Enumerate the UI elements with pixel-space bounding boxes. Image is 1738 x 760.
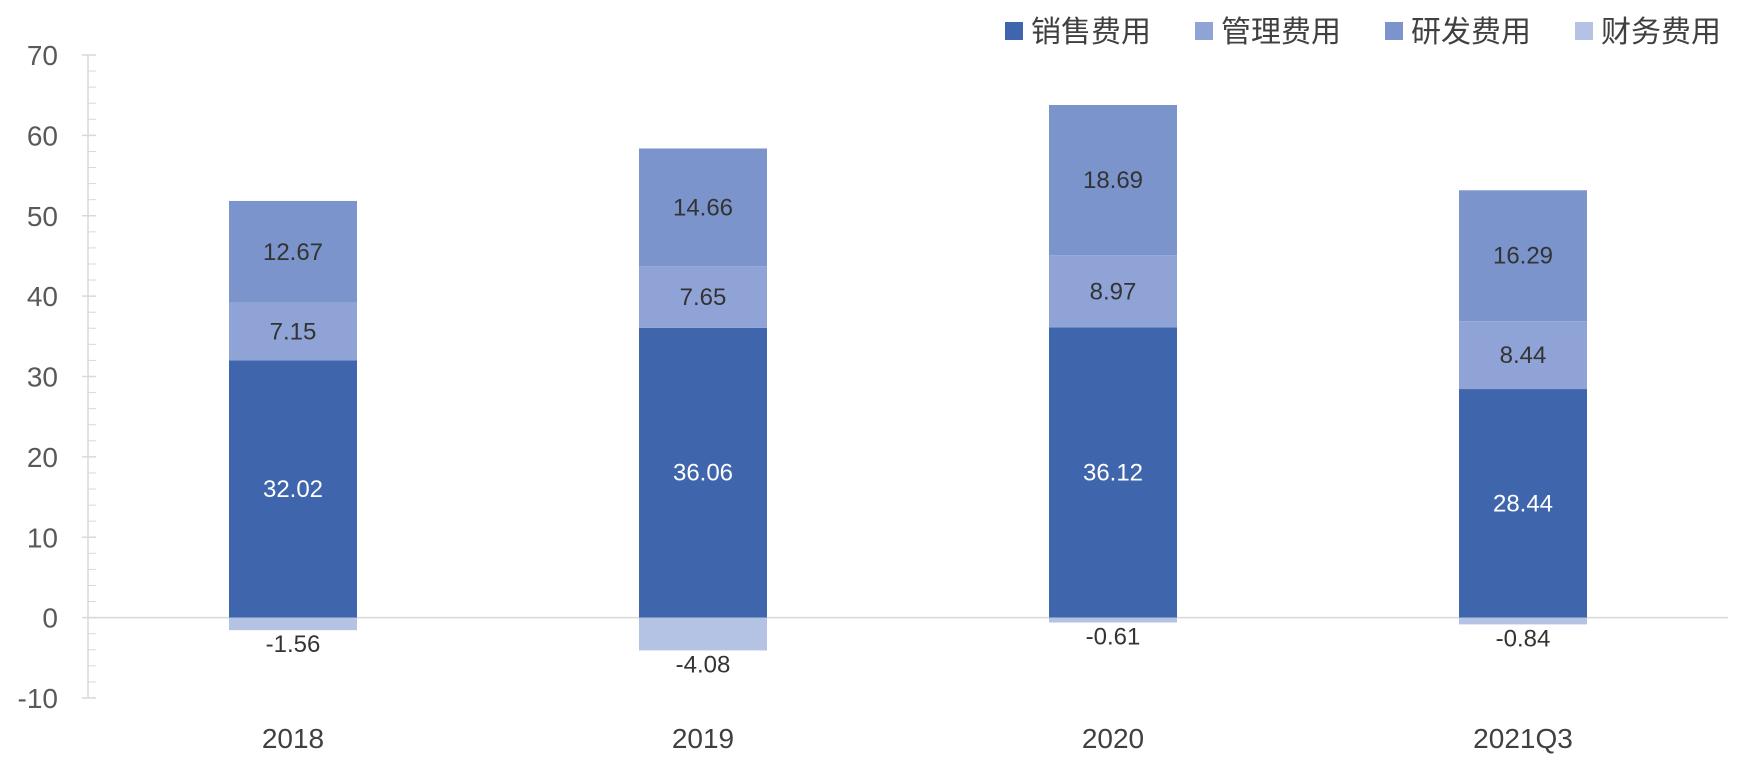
- y-tick-label: 60: [27, 120, 58, 151]
- legend-swatch: [1385, 22, 1403, 40]
- bar-2020-管理费用: [1049, 255, 1177, 328]
- y-tick-label: 20: [27, 442, 58, 473]
- data-label: 7.15: [270, 319, 317, 346]
- legend-item-label: 财务费用: [1601, 15, 1721, 50]
- bar-2019-研发费用: [639, 148, 767, 267]
- data-label: 36.12: [1083, 459, 1143, 486]
- x-category-label: 2019: [672, 723, 734, 754]
- data-label: 14.66: [673, 194, 733, 221]
- bar-2021Q3-研发费用: [1459, 190, 1587, 322]
- y-tick-label: 70: [27, 40, 58, 71]
- bar-2020-研发费用: [1049, 104, 1177, 256]
- data-label: -0.61: [1086, 624, 1141, 651]
- legend-swatch: [1575, 22, 1593, 40]
- x-category-label: 2018: [262, 723, 324, 754]
- bar-2020-财务费用: [1049, 617, 1177, 623]
- y-tick-label: 0: [42, 603, 58, 634]
- bar-2021Q3-财务费用: [1459, 617, 1587, 625]
- y-tick-label: 40: [27, 281, 58, 312]
- bar-2018-销售费用: [229, 360, 357, 618]
- data-label: 32.02: [263, 476, 323, 503]
- x-category-label: 2021Q3: [1473, 723, 1573, 754]
- data-label: 36.06: [673, 460, 733, 487]
- data-label: 12.67: [263, 239, 323, 266]
- legend-swatch: [1195, 22, 1213, 40]
- y-tick-label: 50: [27, 201, 58, 232]
- x-category-label: 2020: [1082, 723, 1144, 754]
- bar-2019-管理费用: [639, 266, 767, 328]
- y-tick-label: 10: [27, 522, 58, 553]
- data-label: 8.44: [1500, 342, 1547, 369]
- data-label: 18.69: [1083, 167, 1143, 194]
- data-label: 8.97: [1090, 278, 1137, 305]
- legend-swatch: [1005, 22, 1023, 40]
- data-label: -1.56: [266, 631, 321, 658]
- data-label: -0.84: [1496, 625, 1551, 652]
- y-tick-label: -10: [18, 683, 58, 714]
- legend-item-label: 销售费用: [1031, 15, 1151, 50]
- bar-2018-管理费用: [229, 302, 357, 361]
- bar-2019-销售费用: [639, 327, 767, 618]
- y-tick-label: 30: [27, 362, 58, 393]
- legend-item-label: 研发费用: [1411, 15, 1531, 50]
- bar-2018-研发费用: [229, 200, 357, 303]
- legend-item-label: 管理费用: [1221, 15, 1341, 50]
- bar-2020-销售费用: [1049, 327, 1177, 618]
- data-label: -4.08: [676, 651, 731, 678]
- data-label: 16.29: [1493, 243, 1553, 270]
- bar-2021Q3-销售费用: [1459, 389, 1587, 618]
- bar-2019-财务费用: [639, 617, 767, 651]
- data-label: 28.44: [1493, 490, 1553, 517]
- data-label: 7.65: [680, 284, 727, 311]
- bar-2018-财务费用: [229, 617, 357, 631]
- bar-2021Q3-管理费用: [1459, 321, 1587, 390]
